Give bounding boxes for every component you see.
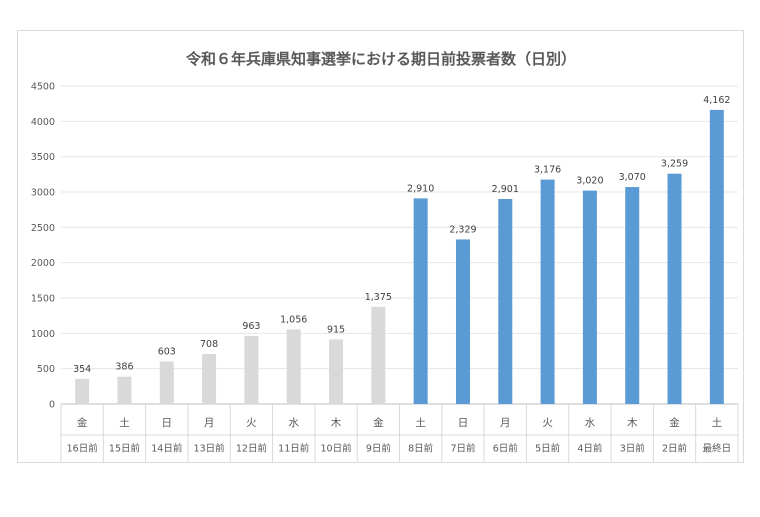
bar	[75, 378, 90, 404]
x-weekday-label: 土	[119, 416, 130, 429]
bar-layer	[75, 109, 724, 405]
x-weekday-label: 土	[415, 416, 426, 429]
data-label: 1,056	[280, 314, 307, 325]
x-category-label: 11日前	[278, 443, 309, 455]
x-category-label: 4日前	[577, 443, 602, 455]
data-label: 708	[200, 339, 218, 350]
x-category-label: 16日前	[67, 443, 98, 455]
bar	[498, 198, 513, 404]
x-category-label: 13日前	[194, 443, 225, 455]
x-category-label: 9日前	[366, 443, 391, 455]
grid-layer	[61, 85, 738, 405]
bar	[244, 335, 259, 404]
bar	[625, 187, 640, 404]
data-label: 2,901	[492, 184, 519, 195]
bar	[329, 339, 344, 404]
y-tick-label: 0	[49, 400, 55, 411]
data-label: 3,259	[661, 159, 688, 170]
x-weekday-label: 木	[331, 417, 342, 429]
x-category-label: 8日前	[408, 443, 433, 455]
data-label: 3,176	[534, 165, 561, 176]
data-label: 2,910	[407, 183, 434, 194]
data-label-layer: 354 386 603 708 963 1,056 915 1,375 2,910 2,329 2,…	[73, 95, 730, 375]
data-label: 3,020	[576, 176, 603, 187]
x-weekday-label: 金	[77, 416, 88, 429]
x-category-label: 3日前	[620, 443, 645, 455]
x-category-label: 6日前	[493, 443, 518, 455]
data-label: 603	[158, 346, 176, 357]
chart-title: 令和６年兵庫県知事選挙における期日前投票者数（日別）	[186, 50, 576, 68]
chart-svg: 令和６年兵庫県知事選挙における期日前投票者数（日別） 0 500 1000 1500 2…	[31, 50, 739, 463]
y-axis-ticks: 0 500 1000 1500 2000 2500 3000 3500 4000 4500	[31, 82, 55, 411]
x-category-label: 14日前	[151, 443, 182, 455]
y-tick-label: 1000	[31, 329, 55, 340]
x-category-label: 12日前	[236, 443, 267, 455]
x-category-label: 2日前	[662, 443, 687, 455]
data-label: 963	[242, 321, 260, 332]
x-weekday-label: 木	[627, 417, 638, 429]
x-weekday-label: 日	[162, 417, 173, 429]
bar	[709, 109, 724, 405]
x-weekday-label: 土	[712, 416, 723, 429]
x-weekday-label: 月	[204, 417, 215, 429]
y-tick-label: 500	[37, 364, 55, 375]
data-label: 386	[115, 362, 133, 373]
bar	[202, 353, 217, 404]
x-weekday-label: 金	[373, 416, 384, 429]
y-tick-label: 3500	[31, 152, 55, 163]
y-tick-label: 4000	[31, 117, 55, 128]
data-label: 2,329	[449, 224, 476, 235]
y-tick-label: 2500	[31, 223, 55, 234]
x-weekday-label: 金	[669, 416, 680, 429]
y-tick-label: 1500	[31, 294, 55, 305]
data-label: 4,162	[703, 95, 730, 106]
y-tick-label: 2000	[31, 258, 55, 269]
bar	[117, 376, 132, 404]
bar	[455, 239, 470, 404]
x-weekday-label: 日	[458, 417, 469, 429]
x-category-label: 最終日	[703, 443, 732, 455]
bar	[667, 173, 682, 404]
x-weekday-label: 水	[288, 417, 299, 429]
x-category-label: 7日前	[450, 443, 475, 455]
data-label: 915	[327, 324, 345, 335]
bar	[371, 306, 386, 404]
x-category-label: 10日前	[320, 443, 351, 455]
x-weekday-label: 火	[246, 417, 257, 429]
bar	[413, 198, 428, 404]
bar	[540, 179, 555, 404]
x-weekday-label: 月	[500, 417, 511, 429]
x-weekday-label: 火	[542, 417, 553, 429]
x-category-label: 5日前	[535, 443, 560, 455]
x-category-label: 15日前	[109, 443, 140, 455]
data-label: 1,375	[365, 292, 392, 303]
bar	[159, 361, 174, 404]
x-weekday-label: 水	[585, 417, 596, 429]
y-tick-label: 4500	[31, 82, 55, 93]
x-axis-table: 金 16日前 土 15日前 日 14日前 月 13日前 火 12日前 水 11日前 木 10日前 金 9日前 土…	[60, 404, 739, 463]
chart-frame: 令和６年兵庫県知事選挙における期日前投票者数（日別） 0 500 1000 1500 2…	[17, 30, 744, 463]
bar	[582, 190, 597, 404]
y-tick-label: 3000	[31, 188, 55, 199]
data-label: 3,070	[619, 172, 646, 183]
data-label: 354	[73, 364, 91, 375]
bar	[286, 329, 301, 404]
